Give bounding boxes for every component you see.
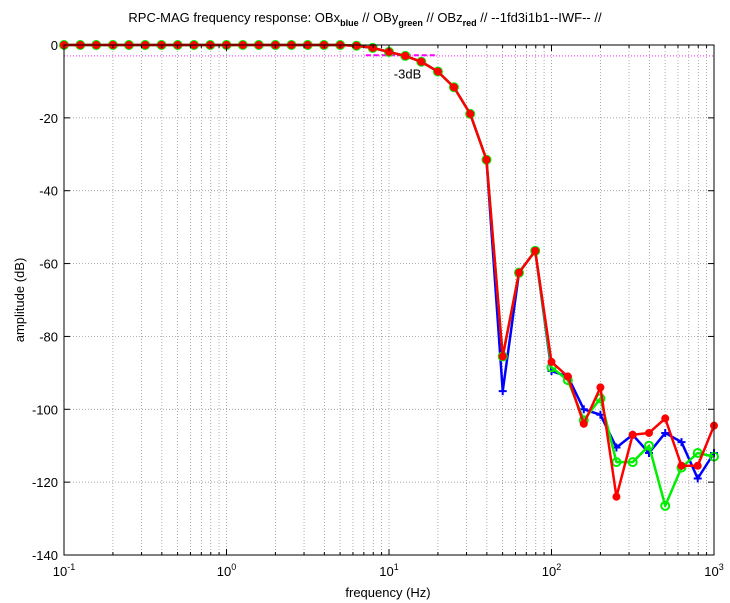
x-tick-label: 10-1 [53,562,75,579]
data-point [563,372,572,381]
data-point [482,155,491,164]
y-tick-label: -40 [39,184,58,199]
data-point [579,419,588,428]
data-point [612,492,621,501]
x-tick-label: 103 [704,562,723,579]
grid [64,45,714,555]
title-sub-red: red [463,18,477,28]
data-point [498,352,507,361]
data-point [627,457,638,468]
y-tick-label: -80 [39,329,58,344]
data-point [661,428,670,437]
data-point [368,43,377,52]
data-point [677,438,686,447]
title-sub-blue: blue [340,18,359,28]
data-point [628,430,637,439]
y-axis-label: amplitude (dB) [12,258,27,343]
y-tick-label: -100 [32,402,58,417]
minus-3db-annotation: -3dB [394,67,421,82]
data-point [644,428,653,437]
x-tick-label: 100 [217,562,236,579]
data-point [693,474,702,483]
data-point [596,410,605,419]
x-tick-label: 101 [379,562,398,579]
x-tick-label: 102 [542,562,561,579]
data-point [401,51,410,60]
data-point [661,414,670,423]
y-tick-label: -140 [32,548,58,563]
y-tick-label: -120 [32,475,58,490]
chart-title: RPC-MAG frequency response: OBxblue // O… [128,10,602,28]
data-point [449,83,458,92]
y-tick-label: 0 [51,38,58,53]
data-point [693,461,702,470]
data-point [352,41,361,50]
data-point [433,67,442,76]
data-point [643,440,654,451]
y-tick-label: -60 [39,257,58,272]
title-sub-green: green [398,18,423,28]
data-point [547,357,556,366]
data-point [596,383,605,392]
y-tick-label: -20 [39,111,58,126]
data-point [660,500,671,511]
data-point [579,405,588,414]
data-point [515,268,524,277]
data-point [417,57,426,66]
x-axis-label: frequency (Hz) [345,585,430,600]
data-point [531,246,540,255]
data-point [677,461,686,470]
data-point [498,387,507,396]
data-point [466,109,475,118]
